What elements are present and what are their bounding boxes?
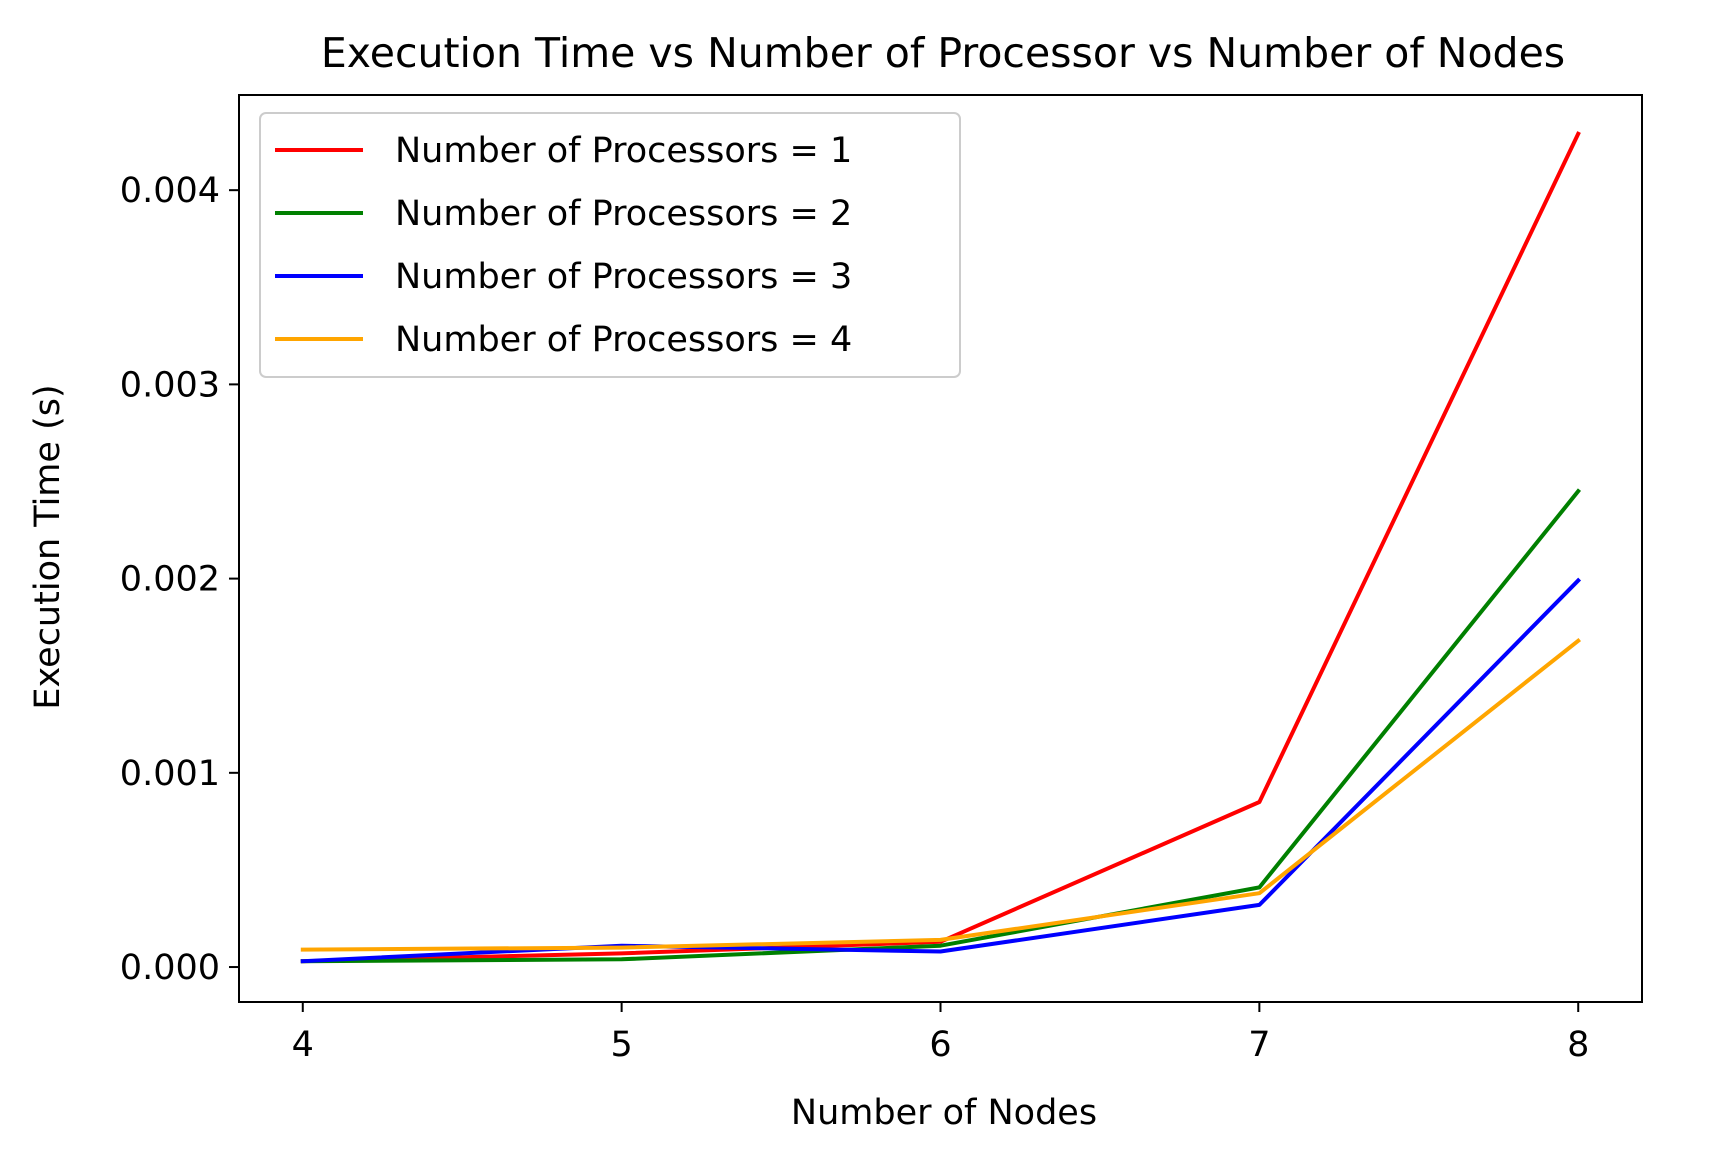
series-line-4: [300, 637, 1582, 952]
y-tick-label: 0.004: [120, 171, 220, 211]
x-ticks: 4 5 6 7 8: [292, 1002, 1589, 1065]
x-axis-label: Number of Nodes: [791, 1093, 1097, 1133]
series-layer: [300, 131, 1582, 964]
x-tick-label: 4: [292, 1025, 314, 1065]
x-tick-label: 6: [929, 1025, 951, 1065]
chart-title: Execution Time vs Number of Processor vs…: [321, 29, 1565, 77]
series-line-3: [300, 577, 1582, 964]
legend-label-4: Number of Processors = 4: [395, 320, 852, 360]
legend-label-3: Number of Processors = 3: [395, 257, 852, 297]
legend-label-1: Number of Processors = 1: [395, 131, 852, 171]
legend-box: [259, 112, 961, 378]
y-axis-label: Execution Time (s): [28, 384, 68, 709]
y-tick-label: 0.001: [120, 754, 220, 794]
y-tick-label: 0.000: [120, 948, 220, 988]
x-tick-label: 5: [610, 1025, 632, 1065]
legend-label-2: Number of Processors = 2: [395, 194, 852, 234]
y-tick-label: 0.002: [120, 560, 220, 600]
y-tick-label: 0.003: [120, 365, 220, 405]
x-tick-label: 8: [1567, 1025, 1589, 1065]
legend: Number of Processors = 1 Number of Proces…: [259, 112, 961, 378]
y-ticks: 0.000 0.001 0.002 0.003 0.004: [120, 171, 239, 988]
plot-area-frame: [238, 94, 1643, 1003]
x-tick-label: 7: [1248, 1025, 1270, 1065]
series-line-2: [300, 488, 1582, 964]
